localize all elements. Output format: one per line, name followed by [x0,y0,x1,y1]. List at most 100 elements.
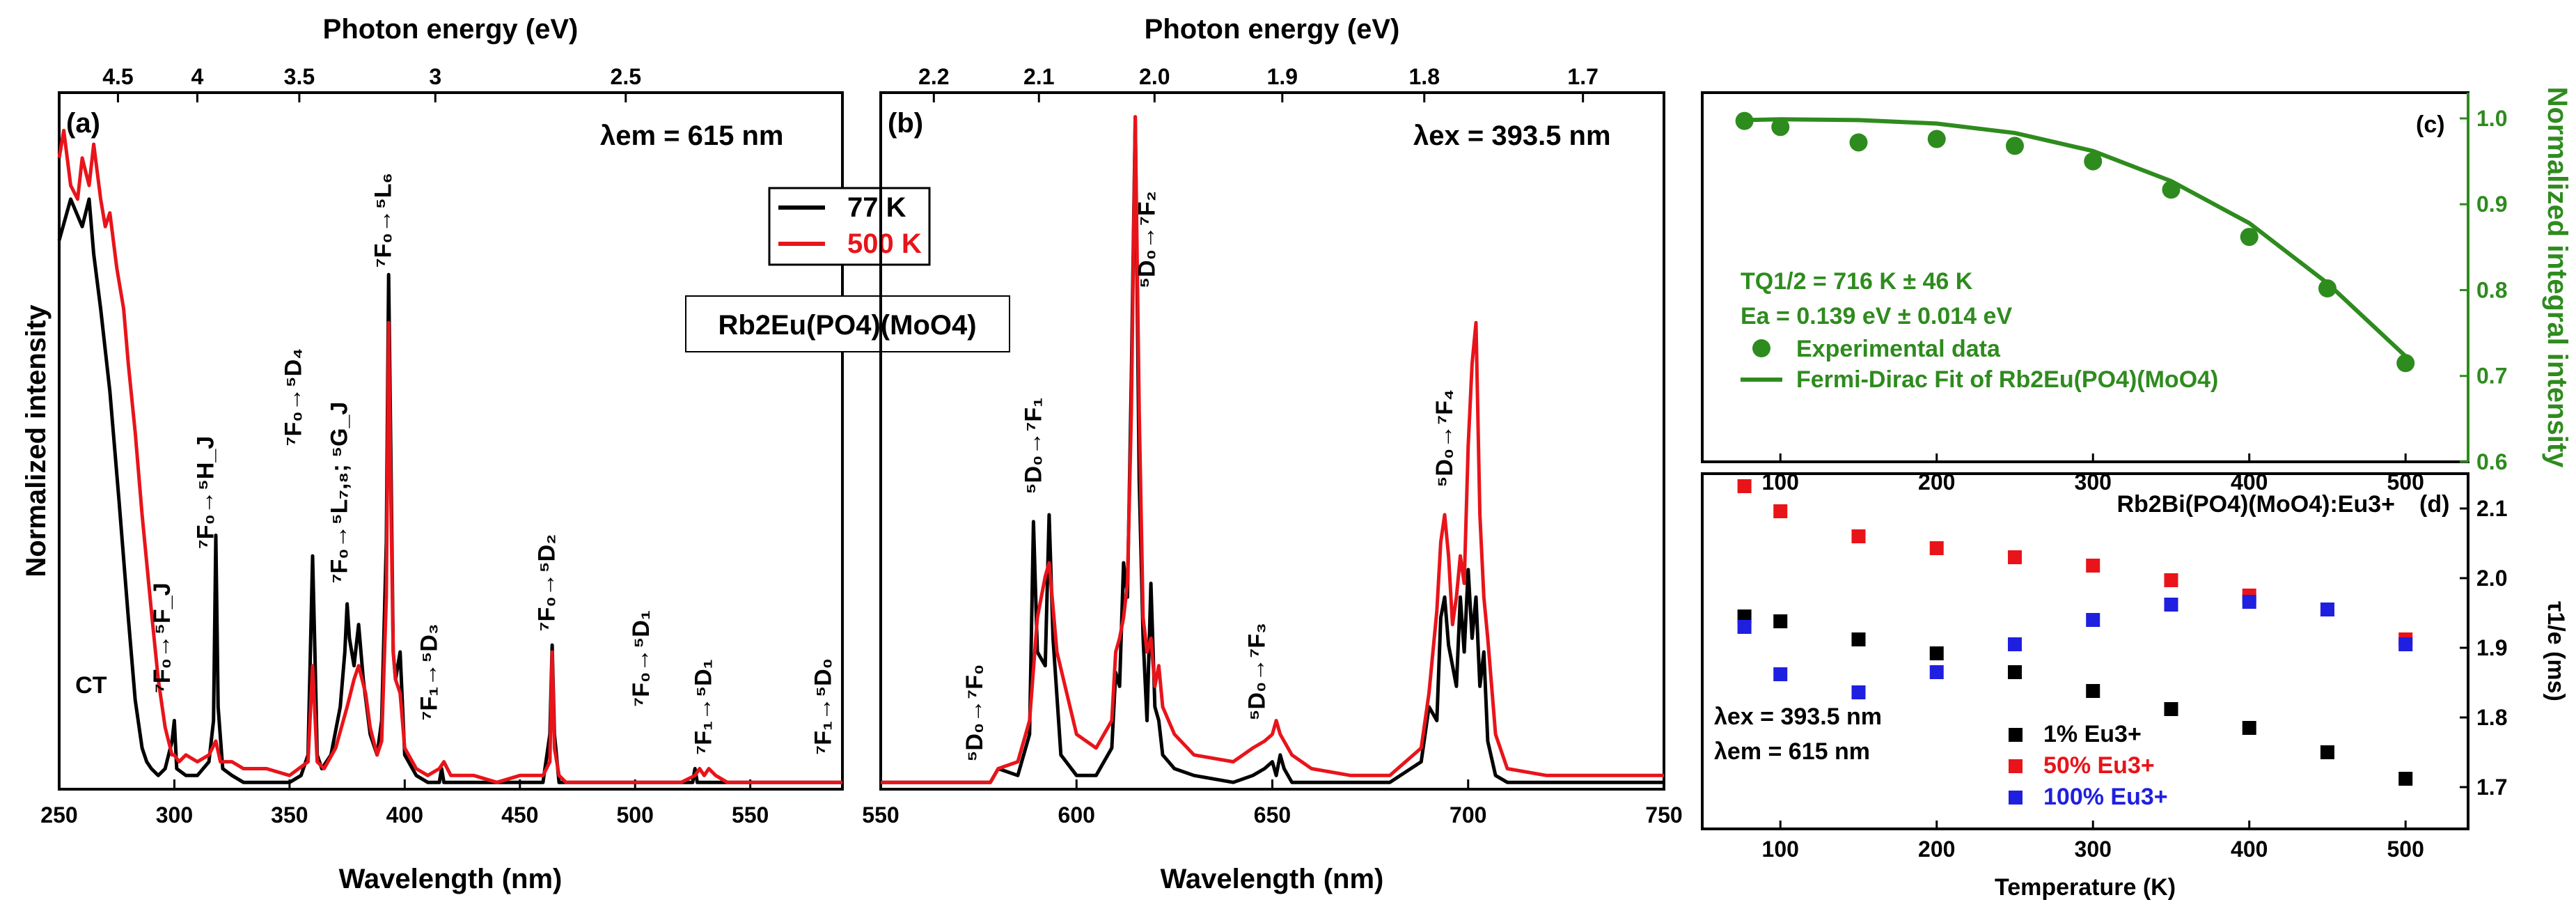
d-point-100pct [1773,667,1788,681]
c-ytick-label: 0.9 [2476,192,2507,217]
b-annotation: ⁵D₀→⁷F₃ [1243,623,1270,720]
b-series-500k [881,115,1664,784]
a-annotation: ⁷F₀→⁵L₆ [370,173,396,267]
a-annotation: ⁷F₀→⁵H_J [193,436,219,549]
d-legend-label: 100% Eu3+ [2043,784,2168,810]
b-top-tick-label: 2.2 [918,64,949,89]
d-xtick-label: 500 [2387,837,2424,862]
c-data-point [2396,354,2415,373]
panel-b-xlabel: Wavelength (nm) [1161,864,1384,894]
legend-box [768,187,931,266]
d-point-1pct [2007,665,2022,679]
panel-a-ylabel: Normalized intensity [21,304,52,577]
d-xtick-label: 100 [1762,837,1799,862]
d-point-100pct [1737,620,1752,634]
c-fit-line [1744,117,2408,358]
panel-a-condition: λem = 615 nm [600,121,784,151]
d-point-100pct [1851,685,1866,699]
panel-a-legend: 77 K 500 K [768,187,931,266]
panel-d-xlabel: Temperature (K) [1995,874,2176,901]
d-point-50pct [2007,550,2022,564]
a-series-77k [57,197,842,784]
b-top-tick-label: 1.9 [1267,64,1298,89]
b-annotation: ⁵D₀→⁷F₁ [1021,398,1047,495]
panel-d: 100 200 300 400 500 1.7 1.8 1.9 2.0 2.1 Rb2Bi(PO4… [1701,472,2569,901]
a-xtick-label: 350 [271,802,308,828]
d-ytick-label: 1.9 [2476,635,2507,660]
panel-b-top-axis-label: Photon energy (eV) [1145,14,1400,45]
d-legend-marker [2009,759,2023,773]
d-point-100pct [2086,613,2100,627]
c-data-point [1927,130,1946,148]
c-data-point [2162,180,2181,199]
panel-a-frame [58,91,844,791]
a-top-tick-label: 4.5 [102,64,133,89]
d-point-100pct [2007,637,2022,651]
b-annotation: ⁵D₀→⁷F₄ [1431,389,1458,488]
panel-a-label: (a) [66,108,100,139]
d-point-50pct [1929,541,1944,555]
d-point-100pct [2164,598,2178,612]
a-annotation: ⁷F₀→⁵D₁ [628,610,654,707]
panel-d-title: Rb2Bi(PO4)(MoO4):Eu3+ [2116,491,2395,518]
panel-d-condition-em: λem = 615 nm [1714,738,1870,765]
panel-d-label: (d) [2419,491,2449,518]
a-xtick-label: 400 [386,802,423,828]
b-xtick-label: 750 [1645,802,1682,828]
c-data-point [2318,279,2337,298]
d-point-100pct [2242,595,2256,609]
a-top-tick-label: 3 [429,64,441,89]
c-data-point [1735,111,1754,130]
legend-label-experimental: Experimental data [1796,336,2001,362]
c-data-point [2005,137,2024,155]
legend-label-500k: 500 K [847,228,922,259]
d-point-50pct [2086,559,2100,573]
d-legend-marker [2009,728,2023,742]
d-point-1pct [1929,646,1944,660]
c-data-point [2084,152,2103,171]
b-top-tick-label: 2.1 [1023,64,1054,89]
a-xtick-label: 500 [617,802,654,828]
a-annotation: ⁷F₀→⁵L₇,₈; ⁵G_J [327,402,353,584]
a-xtick-label: 550 [732,802,769,828]
panel-c-ylabel: Normalized integral intensity [2542,87,2573,469]
a-series-500k [57,128,842,784]
d-ytick-label: 2.0 [2476,566,2507,591]
b-series-77k [881,115,1664,784]
d-point-50pct [1773,504,1788,518]
compound-label: Rb2Eu(PO4)(MoO4) [718,310,976,341]
legend-label-77k: 77 K [847,192,906,223]
panel-b-condition: λex = 393.5 nm [1413,121,1611,151]
legend-marker-experimental [1752,339,1770,357]
d-ytick-label: 1.8 [2476,705,2507,730]
d-point-1pct [1773,614,1788,628]
panel-a-xlabel: Wavelength (nm) [339,864,563,894]
b-top-tick-label: 1.7 [1567,64,1598,89]
fit-text-tq: TQ1/2 = 716 K ± 46 K [1741,268,1973,295]
c-ytick-label: 0.7 [2476,364,2507,389]
d-legend-marker [2009,791,2023,805]
panel-c-label: (c) [2416,111,2445,138]
d-point-1pct [2242,721,2256,735]
a-annotation: ⁷F₁→⁵D₁ [690,659,716,754]
b-top-tick-label: 1.8 [1409,64,1440,89]
a-annotation: CT [75,672,107,699]
c-ytick-label: 0.6 [2476,449,2507,474]
d-legend-label: 1% Eu3+ [2043,721,2142,747]
b-xtick-label: 650 [1254,802,1291,828]
c-data-point [2240,228,2259,247]
d-point-1pct [2086,684,2100,698]
d-point-1pct [2398,772,2413,786]
a-annotation: ⁷F₀→⁵D₂ [533,534,560,632]
compound-box [685,295,1010,352]
d-point-50pct [2164,573,2178,587]
c-ytick-label: 0.8 [2476,277,2507,302]
a-top-tick-label: 2.5 [611,64,641,89]
a-top-tick-label: 3.5 [284,64,315,89]
d-point-100pct [2320,603,2334,616]
b-xtick-label: 700 [1450,802,1486,828]
panel-a: 250 300 350 400 450 500 550 4.5 4 3.5 3 2.5 CT ⁷F₀→… [21,14,1010,894]
d-ytick-label: 1.7 [2476,775,2507,800]
